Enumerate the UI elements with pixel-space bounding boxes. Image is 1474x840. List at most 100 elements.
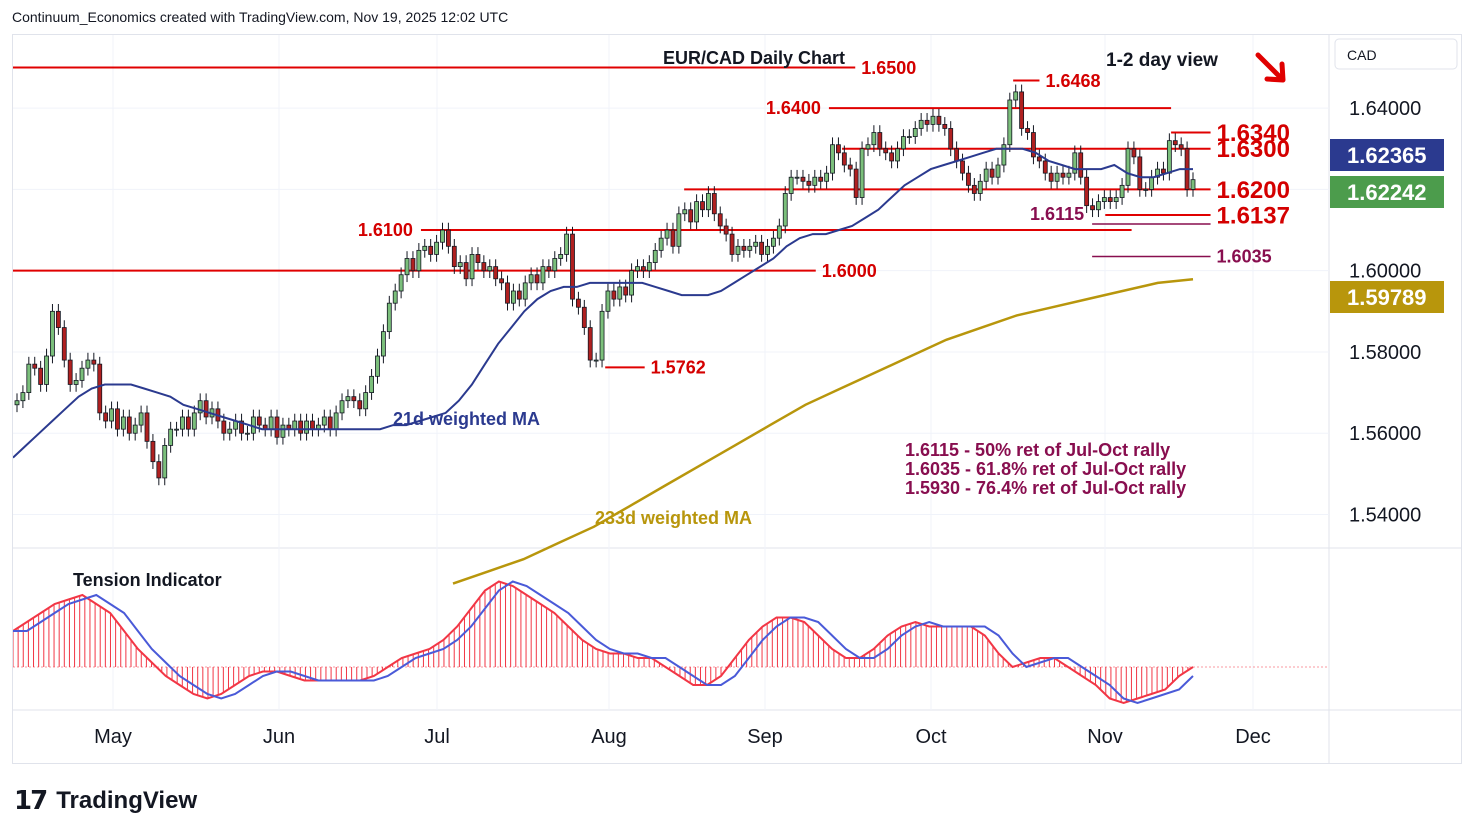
candle-down (723, 225, 729, 235)
candle-up (79, 367, 85, 381)
candle-down (836, 144, 841, 154)
candle-down (1172, 140, 1178, 146)
candle-up (85, 359, 91, 369)
candle-down (156, 461, 162, 479)
price-tag-bg (1330, 176, 1444, 208)
level-label: 1.6200 (1217, 177, 1290, 204)
candle-up (44, 355, 49, 385)
candle-up (782, 193, 788, 227)
candle-up (138, 412, 144, 426)
candle-down (818, 176, 824, 182)
candle-down (641, 266, 646, 272)
candle-up (191, 412, 197, 430)
candle-down (954, 148, 960, 162)
candle-up (540, 266, 546, 284)
price-tag[interactable]: 1.59789 (1330, 281, 1444, 313)
x-tick-label: Jun (263, 726, 295, 748)
candle-down (475, 254, 481, 263)
candle-up (930, 115, 936, 125)
x-tick-label: May (94, 726, 132, 748)
candle-up (457, 262, 463, 268)
candle-up (375, 355, 380, 377)
candle-up (304, 420, 309, 434)
candle-up (528, 274, 534, 284)
candle-up (363, 392, 369, 410)
candle-down (1025, 128, 1030, 133)
candle-down (32, 363, 38, 369)
candle-down (445, 229, 451, 247)
candle-up (392, 290, 398, 304)
candle-up (14, 400, 20, 406)
attribution: Continuum_Economics created with Trading… (12, 9, 509, 25)
currency-box[interactable] (1334, 38, 1458, 70)
candle-down (327, 416, 333, 430)
level-label: 1.6000 (822, 261, 877, 281)
candle-down (67, 359, 73, 385)
candle-up (552, 258, 558, 272)
candle-up (245, 432, 250, 435)
ma233-label: 233d weighted MA (595, 508, 752, 528)
level-label: 1.6500 (861, 58, 916, 78)
price-tag[interactable]: 1.62242 (1330, 176, 1444, 208)
candle-down (853, 168, 859, 198)
candle-up (706, 193, 711, 211)
candle-down (688, 209, 694, 223)
candle-up (735, 245, 741, 255)
candle-down (989, 168, 995, 178)
candle-up (168, 428, 174, 446)
candle-down (670, 229, 676, 247)
candle-up (434, 241, 439, 255)
ma21-label: 21d weighted MA (393, 409, 540, 429)
candle-up (280, 424, 286, 438)
ma233-line (452, 277, 1194, 585)
candle-down (256, 416, 262, 426)
candle-down (581, 306, 587, 328)
candle-down (877, 132, 883, 150)
candle-down (357, 400, 363, 410)
candle-down (126, 416, 132, 434)
candle-down (966, 172, 971, 186)
candle-up (20, 392, 26, 402)
candle-down (185, 416, 191, 430)
candle-up (830, 144, 835, 174)
candle-up (895, 148, 900, 162)
candle-up (824, 172, 830, 182)
level-label: 1.5762 (651, 358, 706, 378)
candle-up (487, 266, 493, 272)
price-tag-bg (1330, 281, 1444, 313)
candle-up (1054, 172, 1060, 182)
candle-down (1090, 205, 1095, 211)
candle-up (469, 254, 475, 280)
candle-up (635, 266, 640, 272)
candle-down (493, 266, 499, 280)
candle-up (333, 412, 339, 430)
candle-down (1107, 197, 1113, 203)
fib-label: 1.6115 (1030, 204, 1084, 224)
candle-down (410, 258, 416, 272)
candle-down (741, 245, 747, 251)
candle-down (1137, 156, 1143, 190)
candle-up (1125, 148, 1131, 186)
candle-down (924, 119, 930, 125)
candle-up (422, 245, 428, 251)
eurcad-chart[interactable]: 1.540001.560001.580001.600001.620001.640… (13, 35, 1461, 763)
candle-down (1060, 172, 1066, 178)
candle-down (1031, 132, 1036, 158)
candle-up (646, 262, 652, 272)
tradingview-logo[interactable]: 17 TradingView (14, 786, 197, 816)
chart-frame[interactable]: 1.540001.560001.580001.600001.620001.640… (12, 34, 1462, 764)
candle-up (227, 428, 233, 434)
candle-up (292, 420, 298, 430)
candle-up (404, 258, 410, 276)
candle-up (694, 201, 699, 223)
candle-down (499, 278, 504, 284)
chart-subtitle: 1-2 day view (1106, 50, 1218, 71)
candle-down (1019, 91, 1025, 129)
candle-up (339, 400, 345, 414)
candle-down (310, 420, 315, 430)
retracement-note: 1.6035 - 61.8% ret of Jul-Oct rally (905, 459, 1186, 479)
candle-up (593, 359, 599, 362)
candle-down (936, 115, 942, 125)
candle-up (132, 424, 138, 434)
price-tag[interactable]: 1.62365 (1330, 139, 1444, 171)
